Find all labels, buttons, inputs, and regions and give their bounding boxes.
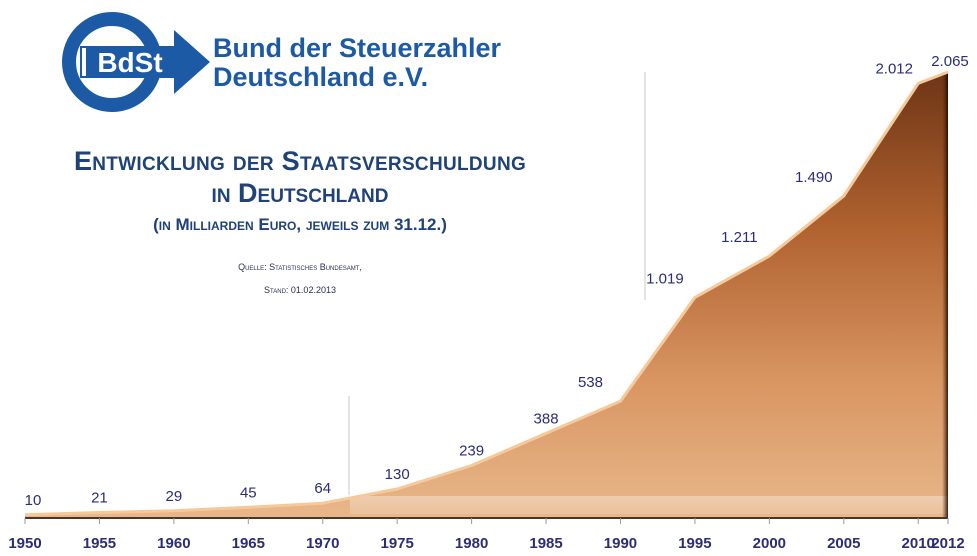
- data-label: 64: [314, 480, 331, 497]
- x-axis-ticks: [24, 518, 949, 524]
- data-label: 29: [166, 488, 183, 505]
- data-label: 1.211: [721, 229, 757, 246]
- data-label: 130: [385, 466, 410, 483]
- x-tick-label: 1965: [232, 535, 265, 552]
- x-tick-label: 2012: [931, 535, 964, 552]
- org-name-line1: Bund der Steuerzahler: [213, 33, 502, 63]
- data-label: 388: [534, 410, 559, 427]
- x-tick-label: 2005: [827, 535, 860, 552]
- x-axis-labels: 1950 1955 1960 1965 1970 1975 1980 1985 1990 1995…: [8, 535, 964, 552]
- org-name-line2: Deutschland e.V.: [213, 62, 429, 92]
- data-label: 45: [240, 484, 257, 501]
- data-label: 10: [25, 492, 42, 509]
- x-tick-label: 1990: [604, 535, 637, 552]
- chart-subtitle: (in Milliarden Euro, jeweils zum 31.12.): [153, 215, 447, 234]
- x-tick-label: 1970: [306, 535, 339, 552]
- x-tick-label: 1960: [157, 535, 190, 552]
- area-series: [25, 72, 948, 517]
- x-tick-label: 1980: [455, 535, 488, 552]
- organization-name: Bund der Steuerzahler Deutschland e.V.: [213, 34, 501, 92]
- x-tick-label: 2000: [753, 535, 786, 552]
- reflection-band: [350, 496, 948, 514]
- data-label: 239: [459, 442, 484, 459]
- x-tick-label: 1950: [8, 535, 41, 552]
- x-tick-label: 1955: [83, 535, 116, 552]
- data-label: 2.065: [931, 53, 969, 70]
- chart-title-line2: in Deutschland: [211, 178, 389, 208]
- source-note: Quelle: Statistisches Bundesamt,: [238, 262, 362, 272]
- data-label: 538: [578, 374, 603, 391]
- area-side-shade: [942, 72, 948, 517]
- logo-abbr: BdSt: [97, 47, 162, 78]
- chart-title-line1: Entwicklung der Staatsverschuldung: [73, 146, 527, 176]
- data-label: 1.490: [795, 169, 833, 186]
- x-tick-label: 2010: [902, 535, 935, 552]
- data-label: 21: [91, 489, 108, 506]
- data-label: 1.019: [646, 270, 684, 287]
- data-label: 2.012: [875, 60, 913, 77]
- bdst-logo: BdSt: [62, 12, 210, 112]
- area-top-edge: [24, 70, 949, 517]
- x-tick-label: 1985: [529, 535, 562, 552]
- date-note: Stand: 01.02.2013: [264, 285, 336, 295]
- data-labels: 10 21 29 45 64 130 239 388 538 1.019 1.211 1.490 2.0…: [25, 53, 969, 509]
- x-tick-label: 1975: [380, 535, 413, 552]
- x-tick-label: 1995: [678, 535, 711, 552]
